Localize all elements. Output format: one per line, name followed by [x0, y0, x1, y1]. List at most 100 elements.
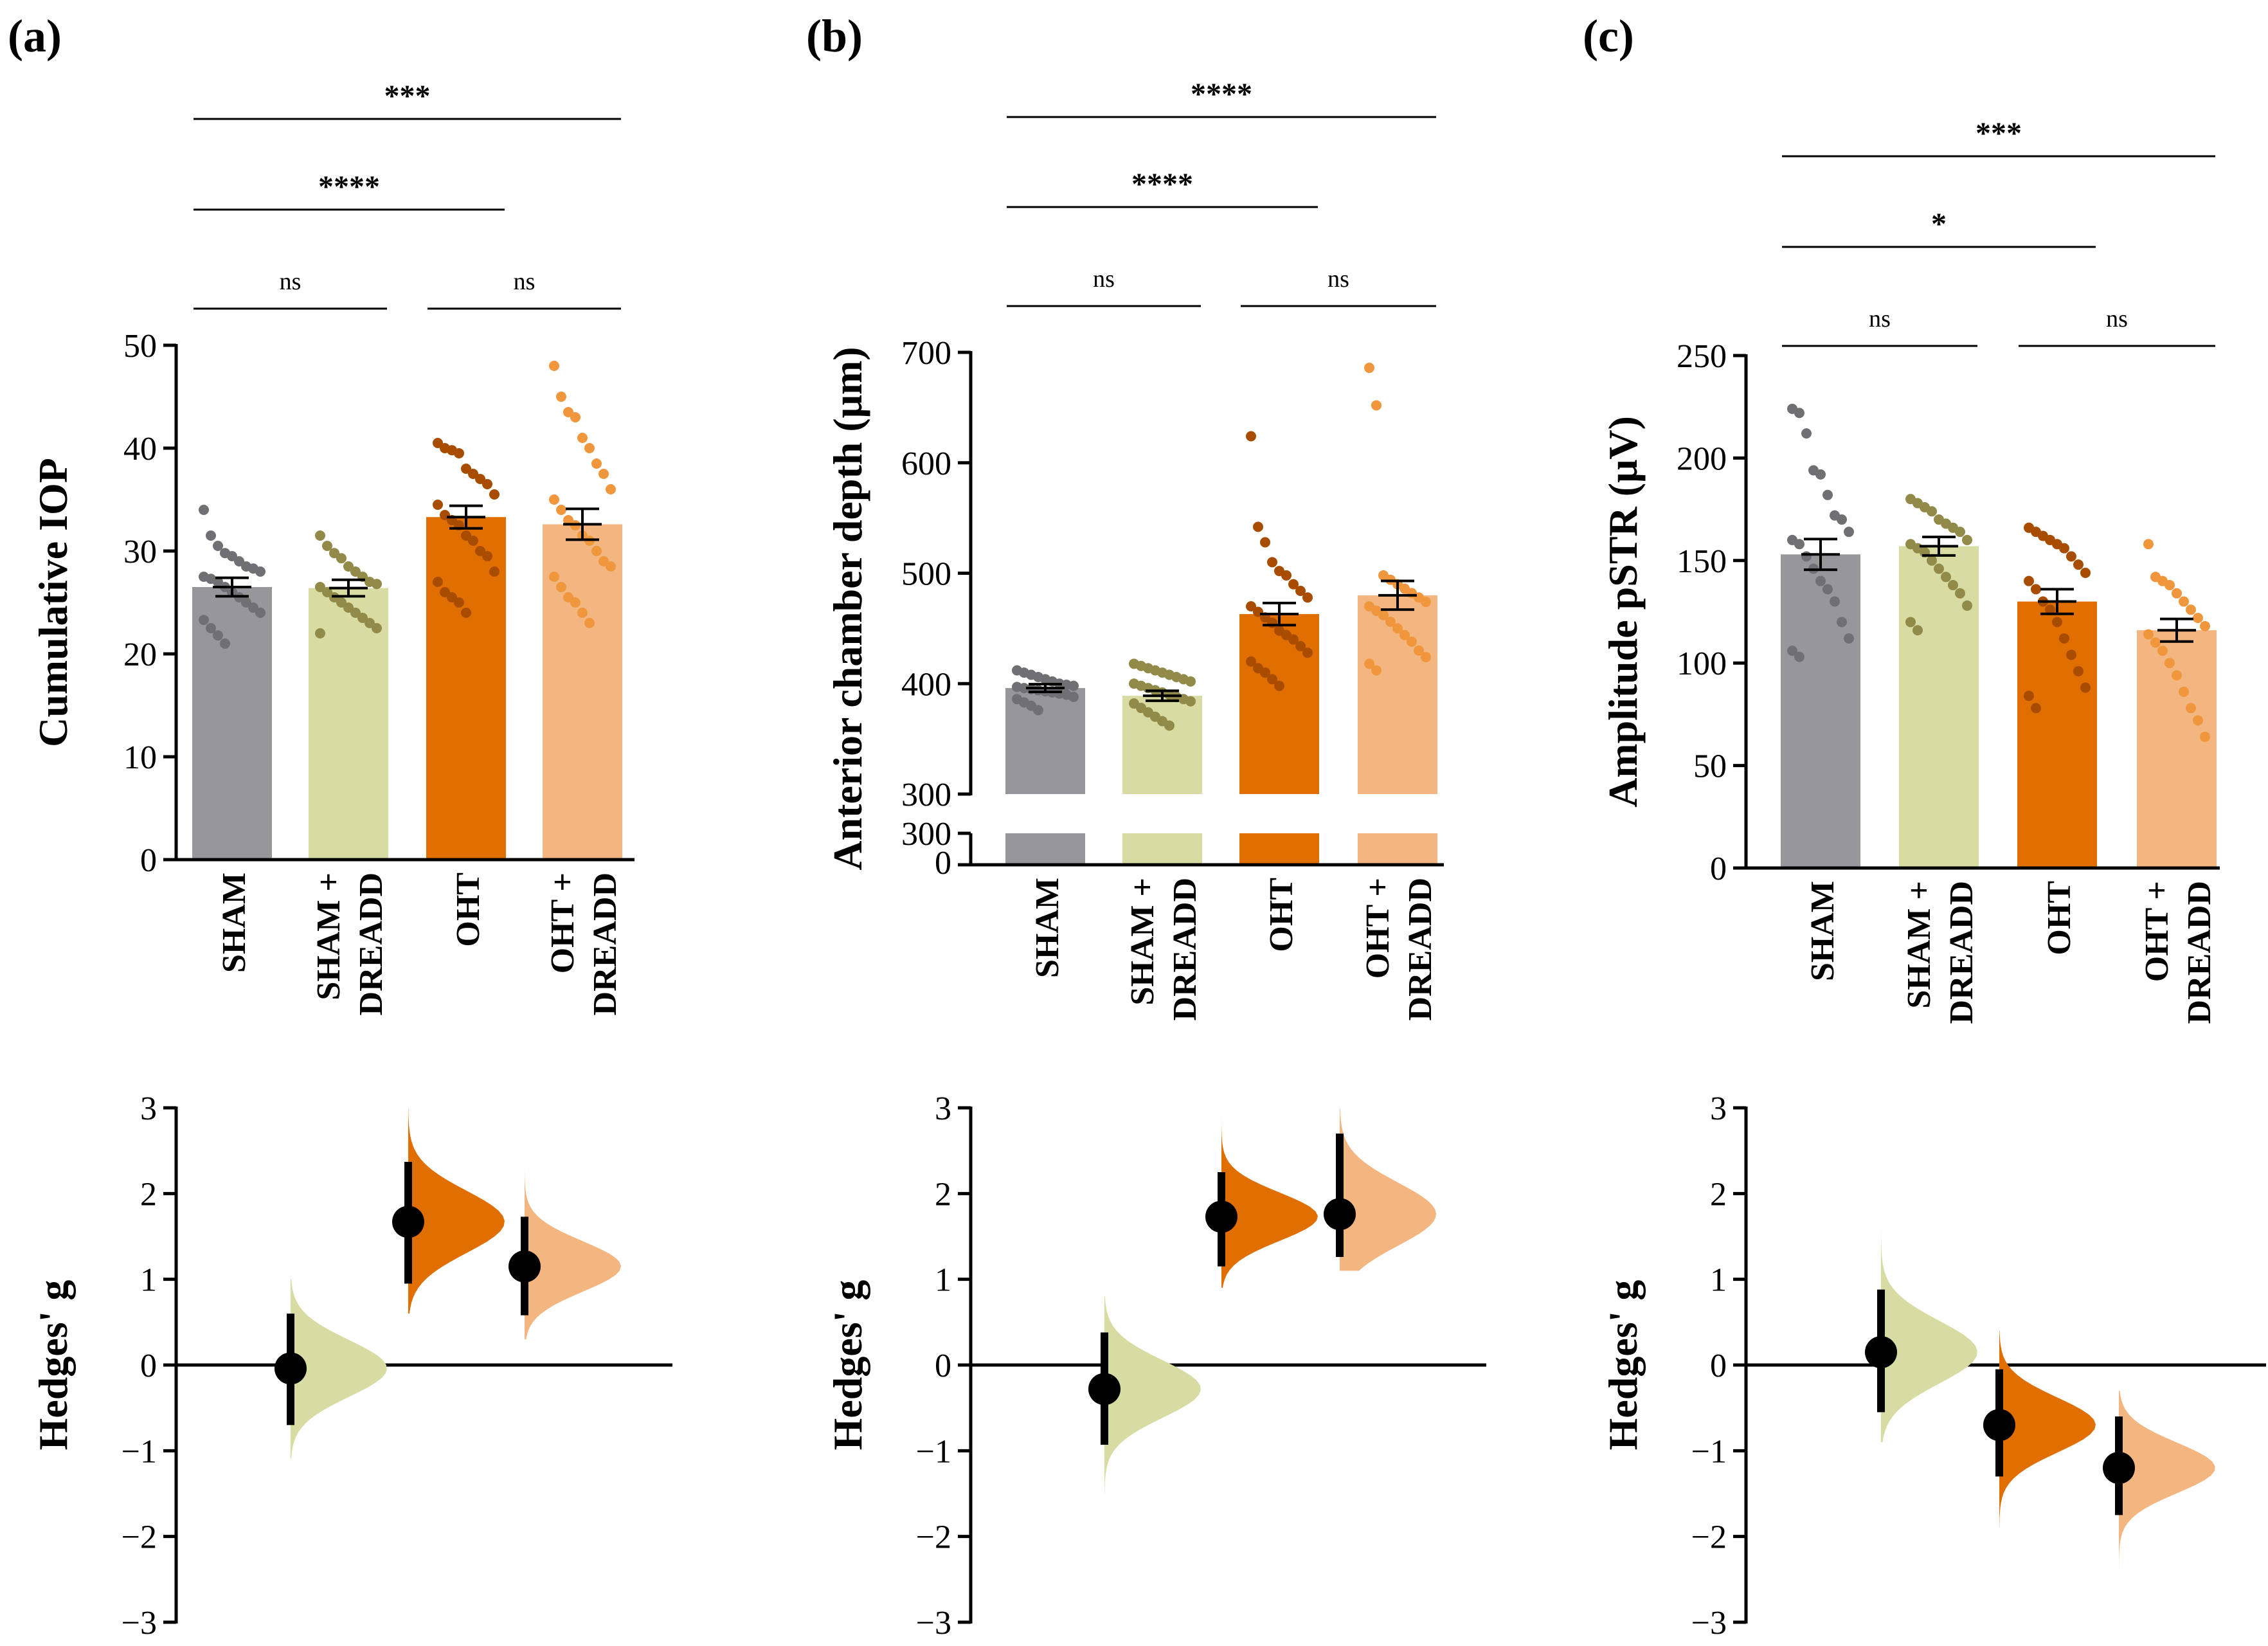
panel2-data-point: [1962, 600, 1972, 611]
panel2-data-point: [2052, 617, 2062, 628]
panel0-effect-y-tick-label: −1: [122, 1433, 157, 1470]
panel2-y-axis-title: Amplitude pSTR (μV): [1600, 416, 1646, 808]
panel-a: (a): [8, 10, 62, 62]
panel1-sig-label: ****: [1191, 77, 1252, 111]
panel-b: (b): [806, 10, 863, 62]
panel2-data-point: [1794, 651, 1805, 662]
panel1-data-point: [1246, 656, 1256, 667]
panel0-data-point: [248, 602, 258, 613]
panel2-effect-y-tick-label: 0: [1710, 1348, 1727, 1384]
panel1-y-tick-label: 300: [901, 816, 951, 853]
panel2-data-point: [1794, 539, 1805, 550]
panel2-y-tick-label: 200: [1677, 440, 1727, 477]
panel0-data-point: [556, 582, 566, 592]
panel0-sig-label: ns: [514, 268, 536, 295]
panel2-data-point: [1823, 489, 1833, 500]
panel0-data-point: [343, 561, 354, 572]
panel2-data-point: [2200, 620, 2210, 631]
panel2-data-point: [2024, 691, 2034, 701]
panel1-effect-distribution: [1221, 1108, 1318, 1288]
panel1-data-point: [1246, 601, 1256, 612]
panel0-data-point: [454, 448, 464, 458]
panel2-y-tick-label: 0: [1710, 851, 1727, 887]
panel2-data-point: [2172, 588, 2182, 599]
panel1-y-tick-label: 600: [901, 446, 951, 482]
panel2-y-tick-label: 100: [1677, 646, 1727, 682]
panel1-data-point: [1274, 680, 1284, 691]
panel2-category-label: SHAM: [1805, 881, 1841, 981]
panel1-data-point: [1185, 676, 1196, 687]
panel1-data-point: [1295, 640, 1306, 651]
panel2-sig-label: ns: [1869, 305, 1891, 332]
panel0-data-point: [329, 548, 339, 559]
panel1-y-tick-label: 700: [901, 335, 951, 372]
panel2-data-point: [1934, 563, 1944, 574]
panel0-sig-label: ****: [318, 170, 380, 204]
panel0-sig-label: ns: [280, 268, 302, 295]
panel1-data-point: [1281, 570, 1292, 581]
panel1-data-point: [1267, 617, 1277, 628]
panel0-data-point: [577, 433, 588, 443]
panel2-bar: [1899, 546, 1979, 868]
panel2-bar: [2017, 601, 2097, 868]
panel0-data-point: [468, 536, 478, 546]
panel2-data-point: [2059, 543, 2069, 554]
panel0-data-point: [433, 577, 443, 587]
panel2-effect-distribution: [1881, 1227, 1977, 1442]
panel2-data-point: [1941, 572, 1951, 583]
panel1-data-point: [1371, 665, 1382, 676]
panel0-category-label: SHAM: [216, 873, 253, 973]
panel-label-b: (b): [806, 10, 863, 62]
panel0-effect-y-tick-label: 0: [140, 1348, 157, 1384]
panel0-data-point: [440, 587, 450, 597]
panel2-sig-label: ns: [2106, 305, 2128, 332]
panel2-effect-distribution: [1999, 1330, 2096, 1528]
panel0-data-point: [206, 530, 216, 541]
panel0-data-point: [591, 458, 602, 469]
panel0-data-point: [549, 494, 559, 505]
panel0-data-point: [475, 546, 485, 556]
panel2-data-point: [2150, 637, 2161, 648]
panel0-effect-estimate: [392, 1206, 424, 1238]
panel2-data-point: [1955, 527, 1965, 538]
panel1-effect-y-axis-title: Hedges' g: [825, 1280, 870, 1451]
panel2-category-label: DREADD: [1943, 881, 1980, 1024]
panel2-category-label: OHT: [2041, 881, 2078, 955]
panel0-data-point: [343, 602, 354, 613]
panel0-data-point: [336, 553, 346, 564]
panel1-effect-distribution: [1104, 1296, 1201, 1494]
panel1-data-point: [1288, 579, 1299, 590]
panel1-data-point: [1164, 720, 1174, 731]
panel2-data-point: [1801, 428, 1812, 439]
panel2-data-point: [1962, 534, 1972, 545]
panel0-data-point: [350, 566, 361, 577]
panel1-effect-estimate: [1324, 1198, 1356, 1231]
panel0-data-point: [556, 505, 566, 515]
panel2-data-point: [1815, 575, 1826, 586]
panel0-data-point: [199, 505, 209, 515]
panel0-effect-y-tick-label: 3: [140, 1090, 157, 1127]
panel2-sig-label: *: [1931, 207, 1947, 241]
panel2-data-point: [2164, 580, 2175, 591]
panel0-data-point: [213, 577, 223, 587]
panel2-effect-y-tick-label: 1: [1710, 1262, 1727, 1299]
panel0-data-point: [433, 500, 443, 510]
panel2-data-point: [1815, 469, 1826, 480]
panel0-data-point: [606, 484, 616, 494]
panel2-effect-y-tick-label: −3: [1691, 1605, 1727, 1641]
panel0-data-point: [489, 566, 500, 577]
panel2-data-point: [2080, 682, 2091, 693]
panel0-category-label: DREADD: [353, 873, 390, 1015]
panel-label-c: (c): [1583, 10, 1634, 62]
panel1-effect-y-tick-label: −2: [916, 1519, 951, 1556]
panel0-data-point: [322, 587, 332, 597]
panel2-data-point: [2045, 604, 2055, 615]
panel0-data-point: [549, 361, 559, 371]
panel2-data-point: [1830, 596, 1840, 607]
panel0-y-axis-title: Cumulative IOP: [30, 458, 76, 747]
panel1-category-label: DREADD: [1402, 878, 1439, 1020]
panel2-data-point: [2172, 670, 2182, 681]
panel0-data-point: [227, 551, 237, 561]
panel0-data-point: [213, 630, 223, 641]
panel1-y-tick-label: 300: [901, 777, 951, 813]
